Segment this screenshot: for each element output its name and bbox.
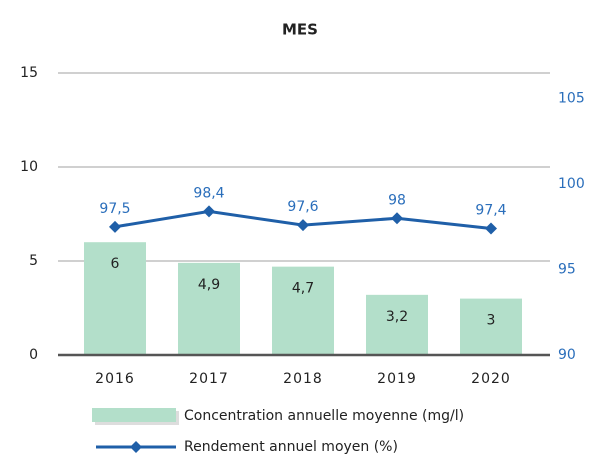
legend-marker — [130, 441, 142, 453]
y2-tick-label: 95 — [558, 262, 576, 278]
y-tick-label: 10 — [20, 159, 38, 175]
bar-value-label: 4,7 — [292, 281, 314, 297]
chart-title: MES — [282, 21, 318, 39]
x-tick-label: 2019 — [377, 371, 417, 387]
legend-label: Concentration annuelle moyenne (mg/l) — [184, 408, 464, 424]
x-tick-label: 2018 — [283, 371, 323, 387]
y-tick-label: 0 — [29, 347, 38, 363]
bar — [366, 294, 428, 355]
line-value-label: 97,6 — [287, 199, 318, 215]
x-tick-label: 2017 — [189, 371, 229, 387]
y-tick-label: 15 — [20, 65, 38, 81]
bar — [272, 266, 334, 355]
y2-tick-label: 100 — [558, 176, 585, 192]
x-tick-label: 2016 — [95, 371, 135, 387]
bar-value-label: 4,9 — [198, 277, 220, 293]
bar — [460, 298, 522, 355]
line-marker — [109, 220, 121, 233]
line-value-label: 98,4 — [193, 185, 224, 201]
y2-tick-label: 90 — [558, 347, 576, 363]
line-marker — [297, 219, 309, 232]
line-value-label: 97,4 — [475, 203, 506, 219]
bar-value-label: 3,2 — [386, 309, 408, 325]
bar — [178, 262, 240, 355]
y2-tick-label: 105 — [558, 91, 585, 107]
line-marker — [485, 222, 497, 235]
bar — [84, 242, 146, 355]
line-marker — [203, 205, 215, 218]
y-tick-label: 5 — [29, 253, 38, 269]
bar-value-label: 3 — [487, 313, 496, 329]
legend-label: Rendement annuel moyen (%) — [184, 439, 398, 455]
legend-swatch — [92, 408, 176, 422]
line-value-label: 98 — [388, 192, 406, 208]
line-value-label: 97,5 — [99, 201, 130, 217]
line-marker — [391, 212, 403, 225]
bar-value-label: 6 — [111, 256, 120, 272]
x-tick-label: 2020 — [471, 371, 511, 387]
